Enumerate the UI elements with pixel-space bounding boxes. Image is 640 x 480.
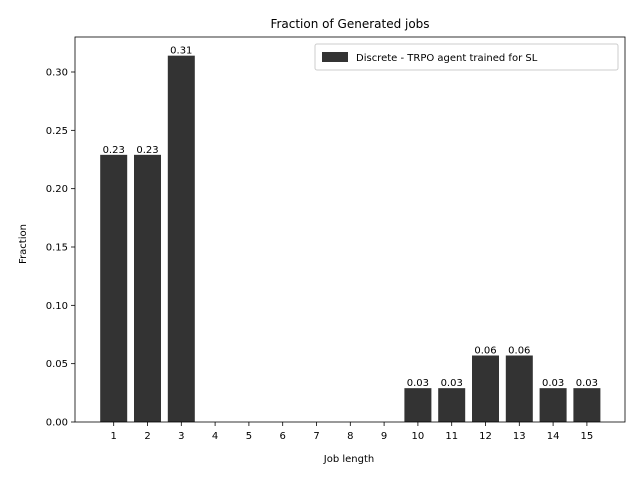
bar-value-label: 0.06 (508, 346, 530, 357)
y-tick-label: 0.10 (46, 301, 68, 312)
y-tick-label: 0.15 (46, 243, 68, 254)
bar-value-label: 0.03 (576, 378, 598, 389)
x-tick-label: 2 (144, 431, 150, 442)
x-tick-label: 1 (111, 431, 117, 442)
x-tick-label: 3 (178, 431, 184, 442)
x-tick-label: 14 (547, 431, 560, 442)
legend-label: Discrete - TRPO agent trained for SL (356, 53, 538, 64)
bar-value-label: 0.31 (170, 46, 192, 57)
legend-frame (314, 43, 619, 71)
x-tick-label: 15 (581, 431, 594, 442)
y-tick-label: 0.20 (46, 184, 68, 195)
bar-value-label: 0.06 (474, 346, 496, 357)
y-tick-label: 0.25 (46, 126, 68, 137)
x-tick-label: 10 (412, 431, 425, 442)
bar-3 (167, 55, 195, 423)
x-tick-label: 11 (445, 431, 458, 442)
y-tick-label: 0.05 (46, 359, 68, 370)
x-tick-label: 4 (212, 431, 218, 442)
chart-title: Fraction of Generated jobs (270, 17, 429, 31)
bar-value-label: 0.03 (542, 378, 564, 389)
bar-value-label: 0.23 (136, 145, 158, 156)
legend: Discrete - TRPO agent trained for SL (314, 43, 619, 71)
axes-frame (74, 36, 626, 423)
bar-value-label: 0.03 (407, 378, 429, 389)
x-tick-label: 5 (246, 431, 252, 442)
x-tick-label: 6 (280, 431, 286, 442)
x-tick-label: 8 (347, 431, 353, 442)
bar-14 (539, 388, 567, 422)
bar-11 (438, 388, 466, 422)
bar-value-label: 0.23 (103, 145, 125, 156)
x-tick-label: 13 (513, 431, 526, 442)
legend-swatch (322, 52, 348, 62)
bar-12 (472, 355, 499, 422)
y-axis-label: Fraction (18, 224, 29, 264)
x-tick-label: 12 (479, 431, 492, 442)
x-axis-label: Job length (323, 454, 374, 465)
x-tick-label: 7 (313, 431, 319, 442)
bar-1 (100, 154, 128, 423)
x-tick-label: 9 (381, 431, 387, 442)
bar-13 (505, 355, 533, 422)
y-tick-label: 0.00 (46, 418, 68, 429)
y-tick-label: 0.30 (46, 68, 68, 79)
bar-15 (573, 388, 601, 422)
plot-area: 0.23 0.23 0.31 0.03 0.03 0.06 0.06 0.03 0.03 0.00… (46, 36, 626, 442)
bar-2 (134, 154, 161, 423)
bar-10 (404, 388, 432, 422)
bar-value-label: 0.03 (441, 378, 463, 389)
